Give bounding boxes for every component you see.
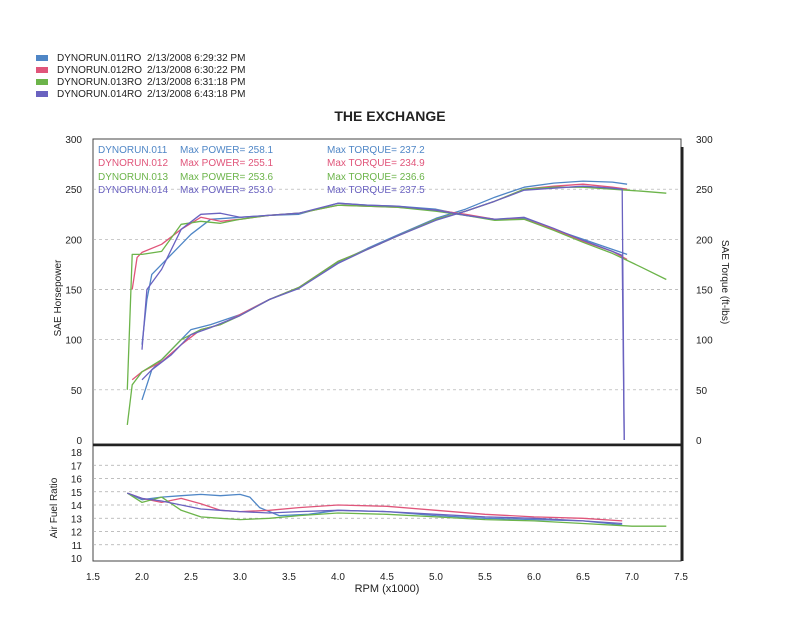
legend-time-3: 2/13/2008 6:31:18 PM [147,77,245,88]
x-tick-4.5: 4.5 [380,572,394,583]
annot-torque-2: Max TORQUE= 234.9 [327,158,425,169]
torque-tick-300: 300 [696,135,713,146]
afr-tick-15: 15 [71,488,83,499]
power-gridlines [93,188,681,391]
annot-torque-4: Max TORQUE= 237.5 [327,185,425,196]
x-tick-6.5: 6.5 [576,572,590,583]
line-dynorun.014ro-horsepower [141,185,625,441]
line-dynorun.012ro-torque [131,204,628,290]
legend-swatch-1 [36,55,48,61]
afr-y-tick-labels: 18 17 16 15 14 13 12 11 10 [71,448,83,565]
afr-line-dynorun.011ro [127,492,623,526]
y-axis-label-horsepower: SAE Horsepower [53,259,64,336]
torque-tick-150: 150 [696,286,713,297]
legend-label-4: DYNORUN.014RO [57,89,142,100]
torque-tick-50: 50 [696,386,708,397]
chart-title: THE EXCHANGE [334,108,445,124]
x-tick-4.0: 4.0 [331,572,345,583]
line-dynorun.013ro-horsepower [126,186,667,425]
x-tick-5.0: 5.0 [429,572,443,583]
hp-tick-50: 50 [71,386,83,397]
torque-tick-200: 200 [696,235,713,246]
hp-tick-100: 100 [65,336,82,347]
legend-label-1: DYNORUN.011RO [57,53,141,64]
annot-run-1: DYNORUN.011 [98,145,168,156]
legend-swatch-4 [36,91,48,97]
x-tick-7.5: 7.5 [674,572,688,583]
afr-tick-14: 14 [71,501,83,512]
line-dynorun.013ro-torque [126,204,667,390]
hp-tick-250: 250 [65,185,82,196]
x-tick-3.5: 3.5 [282,572,296,583]
y-axis-label-torque: SAE Torque (ft-lbs) [719,240,730,324]
afr-tick-13: 13 [71,514,83,525]
annot-power-1: Max POWER= 258.1 [180,145,274,156]
afr-line-dynorun.012ro [127,492,623,522]
legend-swatch-2 [36,67,48,73]
annot-run-3: DYNORUN.013 [98,172,168,183]
hp-tick-200: 200 [65,235,82,246]
y-axis-label-afr: Air Fuel Ratio [49,477,60,538]
power-y-tick-labels: 0 50 100 150 200 250 300 [65,135,82,447]
legend-swatch-3 [36,79,48,85]
hp-tick-150: 150 [65,286,82,297]
x-tick-7.0: 7.0 [625,572,639,583]
legend-time-1: 2/13/2008 6:29:32 PM [147,53,245,64]
afr-series [126,492,667,527]
torque-tick-100: 100 [696,336,713,347]
legend: DYNORUN.011RO 2/13/2008 6:29:32 PM DYNOR… [36,53,245,100]
legend-time-4: 2/13/2008 6:43:18 PM [147,89,245,100]
annot-power-2: Max POWER= 255.1 [180,158,274,169]
annot-torque-1: Max TORQUE= 237.2 [327,145,425,156]
torque-y-tick-labels: 0 50 100 150 200 250 300 [696,135,713,447]
afr-gridlines [93,464,681,546]
afr-plot-frame [92,443,682,562]
afr-tick-18: 18 [71,448,83,459]
torque-tick-250: 250 [696,185,713,196]
annot-torque-3: Max TORQUE= 236.6 [327,172,425,183]
annot-run-4: DYNORUN.014 [98,185,168,196]
afr-tick-17: 17 [71,461,83,472]
line-dynorun.014ro-torque [141,202,625,441]
x-tick-3.0: 3.0 [233,572,247,583]
afr-tick-10: 10 [71,554,83,565]
torque-tick-0: 0 [696,436,702,447]
afr-line-dynorun.013ro [126,492,667,527]
x-tick-2.0: 2.0 [135,572,149,583]
hp-tick-300: 300 [65,135,82,146]
afr-tick-11: 11 [72,541,83,552]
legend-time-2: 2/13/2008 6:30:22 PM [147,65,245,76]
x-tick-6.0: 6.0 [527,572,541,583]
max-value-annotations: DYNORUN.011 Max POWER= 258.1 Max TORQUE=… [98,145,425,196]
annot-run-2: DYNORUN.012 [98,158,168,169]
x-tick-2.5: 2.5 [184,572,198,583]
x-tick-1.5: 1.5 [86,572,100,583]
legend-label-3: DYNORUN.013RO [57,77,142,88]
afr-line-dynorun.014ro [127,492,623,525]
hp-tick-0: 0 [76,436,82,447]
x-tick-labels: 1.5 2.0 2.5 3.0 3.5 4.0 4.5 5.0 5.5 6.0 6.5 7.0 7.5 [86,572,688,583]
x-tick-5.5: 5.5 [478,572,492,583]
annot-power-4: Max POWER= 253.0 [180,185,274,196]
legend-label-2: DYNORUN.012RO [57,65,142,76]
x-axis-label: RPM (x1000) [355,583,420,595]
annot-power-3: Max POWER= 253.6 [180,172,274,183]
afr-tick-16: 16 [71,475,83,486]
power-torque-series [126,180,667,441]
line-dynorun.011ro-horsepower [141,180,628,401]
afr-tick-12: 12 [71,528,83,539]
